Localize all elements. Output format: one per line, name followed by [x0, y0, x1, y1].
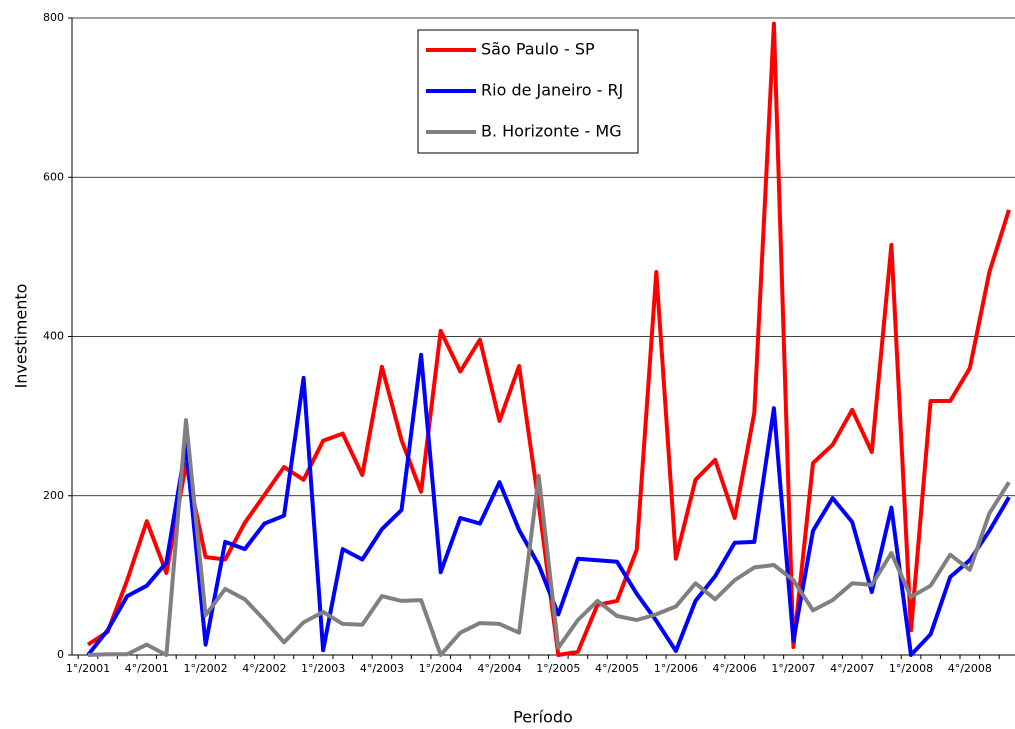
x-tick-label: 1°/2004: [419, 662, 463, 675]
series-line: [86, 352, 1011, 657]
y-tick-label: 0: [57, 648, 64, 661]
x-tick-label: 1°/2005: [536, 662, 580, 675]
y-tick-label: 200: [43, 489, 64, 502]
series-line: [87, 418, 1011, 657]
x-tick-label: 4°/2003: [360, 662, 404, 675]
x-tick-label: 4°/2007: [830, 662, 874, 675]
legend: São Paulo - SP Rio de Janeiro - RJ B. Hori…: [417, 29, 639, 154]
x-tick-label: 1°/2003: [301, 662, 345, 675]
x-tick-label: 4°/2006: [713, 662, 757, 675]
x-tick-label: 1°/2008: [889, 662, 933, 675]
y-tick-label: 400: [43, 330, 64, 343]
x-tick-label: 1°/2007: [771, 662, 815, 675]
y-tick-label: 800: [43, 11, 64, 24]
x-tick-label: 4°/2001: [125, 662, 169, 675]
legend-label: B. Horizonte - MG: [481, 122, 622, 141]
y-tick-label: 600: [43, 170, 64, 183]
x-tick-label: 4°/2005: [595, 662, 639, 675]
x-tick-label: 4°/2002: [242, 662, 286, 675]
x-tick-label: 4°/2008: [948, 662, 992, 675]
y-axis-title: Investimento: [12, 284, 31, 389]
x-tick-label: 1°/2001: [66, 662, 110, 675]
x-tick-label: 1°/2006: [654, 662, 698, 675]
x-tick-label: 4°/2004: [477, 662, 521, 675]
x-tick-label: 1°/2002: [183, 662, 227, 675]
legend-label: São Paulo - SP: [481, 40, 595, 59]
legend-label: Rio de Janeiro - RJ: [481, 81, 623, 100]
x-axis-title: Período: [513, 708, 573, 727]
